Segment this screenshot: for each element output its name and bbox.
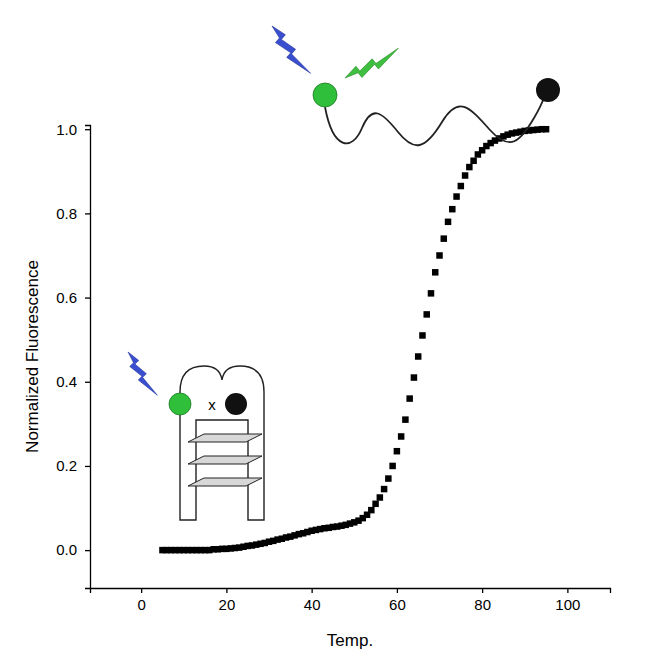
x-tick: 80 bbox=[474, 588, 491, 613]
data-point bbox=[372, 501, 379, 508]
y-axis-line bbox=[85, 126, 91, 589]
x-tick-label: 80 bbox=[474, 596, 491, 613]
x-tick: 40 bbox=[304, 588, 321, 613]
data-point bbox=[445, 219, 452, 226]
data-point bbox=[453, 193, 460, 200]
data-point bbox=[381, 486, 388, 493]
data-point bbox=[423, 311, 430, 318]
y-tick-mark bbox=[85, 297, 90, 298]
chart: 0 20 40 60 80 100 0.0 0.2 0.4 0.6 0.8 1.0 Temp. Norma… bbox=[0, 0, 653, 659]
y-axis-title: Normalized Fluorescence bbox=[23, 260, 42, 453]
data-point bbox=[398, 433, 405, 440]
x-tick: 60 bbox=[389, 588, 406, 613]
data-point bbox=[470, 158, 477, 165]
hairpin-outline bbox=[180, 366, 264, 520]
base-pair-plane bbox=[188, 478, 262, 486]
y-tick: 1.0 bbox=[56, 121, 90, 138]
y-tick: 0.4 bbox=[56, 373, 90, 390]
y-tick: 0.8 bbox=[56, 205, 90, 222]
quencher bbox=[225, 393, 247, 415]
annotation: x bbox=[208, 396, 216, 413]
data-point bbox=[394, 448, 401, 455]
y-tick-mark bbox=[85, 382, 90, 383]
x-tick: 0 bbox=[137, 588, 145, 613]
data-point bbox=[441, 235, 448, 242]
x-tick-mark bbox=[311, 588, 312, 593]
y-tick-label: 0.0 bbox=[56, 541, 77, 558]
base-pair-plane bbox=[188, 456, 262, 464]
x-tick-mark bbox=[226, 588, 227, 593]
open-probe-illustration bbox=[265, 26, 560, 145]
y-tick: 0.2 bbox=[56, 457, 90, 474]
data-point bbox=[466, 164, 473, 171]
y-tick-label: 0.8 bbox=[56, 205, 77, 222]
data-point bbox=[419, 332, 426, 339]
data-point bbox=[458, 183, 465, 190]
data-point bbox=[389, 463, 396, 470]
quencher bbox=[536, 78, 560, 102]
data-point bbox=[449, 206, 456, 213]
y-tick-mark bbox=[85, 213, 90, 214]
y-tick-label: 0.4 bbox=[56, 373, 77, 390]
data-point bbox=[406, 395, 413, 402]
y-axis: 0.0 0.2 0.4 0.6 0.8 1.0 bbox=[56, 121, 90, 589]
x-tick-mark bbox=[567, 588, 568, 593]
y-tick-label: 1.0 bbox=[56, 121, 77, 138]
y-tick: 0.0 bbox=[56, 541, 90, 558]
data-point bbox=[428, 290, 435, 297]
base-pair-plane bbox=[188, 434, 262, 442]
fluorophore bbox=[169, 393, 191, 415]
x-axis-title: Temp. bbox=[327, 631, 373, 650]
x-tick-mark bbox=[397, 588, 398, 593]
lightning bbox=[265, 26, 317, 73]
hairpin-illustration: x bbox=[108, 342, 264, 528]
data-point bbox=[432, 269, 439, 276]
y-tick: 0.6 bbox=[56, 289, 90, 306]
lightning bbox=[345, 35, 398, 92]
data-point bbox=[462, 172, 469, 179]
y-tick-mark bbox=[85, 466, 90, 467]
x-tick-mark bbox=[141, 588, 142, 593]
y-tick-mark bbox=[85, 129, 90, 130]
x-tick-label: 100 bbox=[555, 596, 580, 613]
data-point bbox=[436, 252, 443, 259]
x-tick-mark bbox=[482, 588, 483, 593]
x-tick-label: 40 bbox=[304, 596, 321, 613]
data-point bbox=[543, 126, 550, 133]
y-tick-mark bbox=[85, 550, 90, 551]
x-axis-line bbox=[91, 589, 611, 594]
fluorophore bbox=[313, 83, 337, 107]
data-point bbox=[411, 374, 418, 381]
x-tick-label: 60 bbox=[389, 596, 406, 613]
data-point bbox=[402, 416, 409, 423]
probe-strand bbox=[325, 92, 548, 145]
x-tick: 100 bbox=[555, 588, 580, 613]
y-tick-label: 0.2 bbox=[56, 457, 77, 474]
x-tick-label: 20 bbox=[219, 596, 236, 613]
x-axis: 0 20 40 60 80 100 bbox=[91, 588, 611, 613]
x-tick: 20 bbox=[219, 588, 236, 613]
data-point bbox=[368, 507, 375, 514]
x-tick-label: 0 bbox=[137, 596, 145, 613]
y-tick-label: 0.6 bbox=[56, 289, 77, 306]
data-point bbox=[385, 475, 392, 482]
lightning bbox=[119, 352, 166, 395]
data-point bbox=[415, 353, 422, 360]
data-point bbox=[377, 494, 384, 501]
